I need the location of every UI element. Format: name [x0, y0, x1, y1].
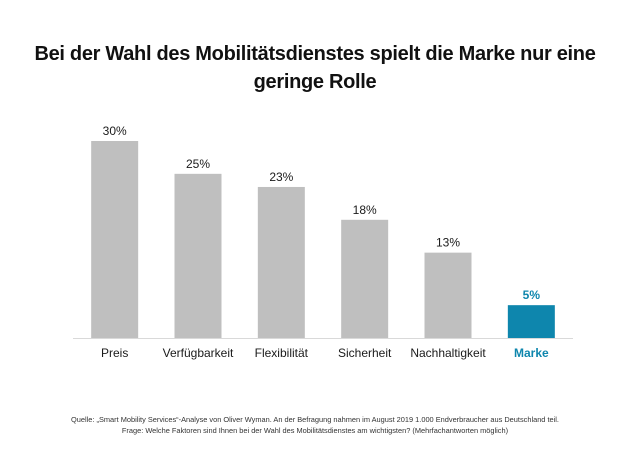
- data-label-nachhaltigkeit: 13%: [436, 236, 460, 250]
- data-label-marke: 5%: [523, 288, 541, 302]
- bar-flexibilität: [257, 186, 305, 338]
- bar-verfügbarkeit: [174, 173, 222, 338]
- bar-nachhaltigkeit: [424, 252, 472, 338]
- chart-footer: Quelle: „Smart Mobility Services“-Analys…: [0, 414, 630, 436]
- question-note: Frage: Welche Faktoren sind Ihnen bei de…: [121, 426, 509, 435]
- bar-preis: [91, 141, 139, 338]
- bar-sicherheit: [341, 219, 389, 338]
- x-tick-verfügbarkeit: Verfügbarkeit: [163, 346, 234, 360]
- x-tick-preis: Preis: [101, 346, 128, 360]
- source-note: Quelle: „Smart Mobility Services“-Analys…: [71, 415, 559, 424]
- bars-group: [91, 141, 555, 338]
- x-tick-marke: Marke: [514, 346, 549, 360]
- data-labels-group: 30% 25% 23% 18% 13% 5%: [103, 124, 541, 302]
- x-tick-sicherheit: Sicherheit: [338, 346, 392, 360]
- x-tick-flexibilität: Flexibilität: [255, 346, 309, 360]
- data-label-preis: 30%: [103, 124, 127, 138]
- data-label-flexibilität: 23%: [269, 170, 293, 184]
- data-label-verfügbarkeit: 25%: [186, 157, 210, 171]
- data-label-sicherheit: 18%: [353, 203, 377, 217]
- x-tick-nachhaltigkeit: Nachhaltigkeit: [410, 346, 486, 360]
- x-tick-labels-group: Preis Verfügbarkeit Flexibilität Sicherheit…: [101, 346, 549, 360]
- bar-marke: [507, 305, 555, 338]
- chart-title: Bei der Wahl des Mobilitätsdienstes spie…: [34, 43, 596, 93]
